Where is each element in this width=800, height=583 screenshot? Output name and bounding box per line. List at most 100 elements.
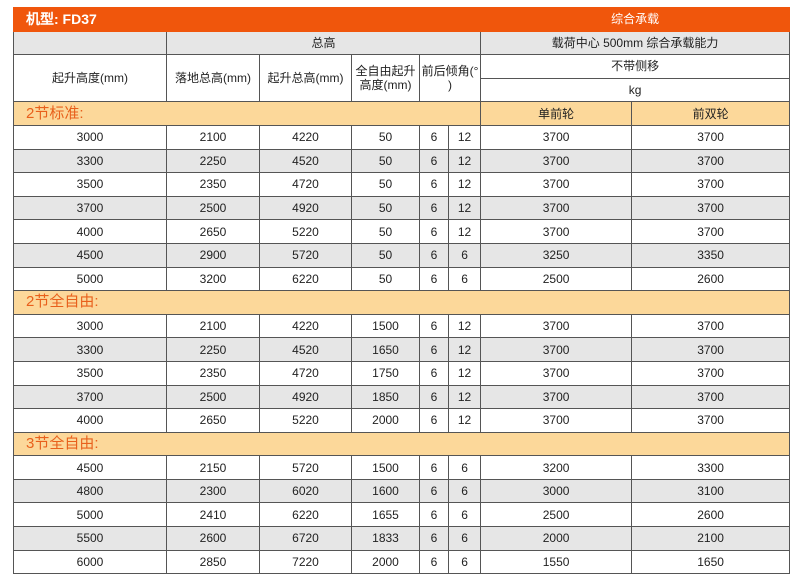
table-cell: 3350 — [631, 242, 791, 268]
table-cell: 4920 — [259, 195, 352, 221]
header-unit: kg — [480, 77, 791, 103]
table-cell: 4720 — [259, 360, 352, 386]
section-row: 2节标准: 单前轮 前双轮 — [12, 101, 791, 126]
title-row: 机型: FD37 综合承载 — [12, 7, 791, 32]
table-cell: 3200 — [480, 455, 633, 480]
table-cell: 2150 — [166, 455, 260, 480]
table-cell: 2500 — [480, 502, 633, 528]
table-cell: 1655 — [351, 502, 420, 528]
table-cell: 2100 — [631, 526, 791, 551]
table-cell: 1500 — [351, 313, 420, 339]
table-row: 4000 2650 5220 2000 6 12 3700 3700 — [13, 408, 791, 433]
table-cell: 6 — [419, 172, 449, 197]
table-cell: 3250 — [480, 242, 633, 268]
table-cell: 3000 — [480, 478, 633, 504]
table-cell: 5000 — [13, 502, 167, 528]
table-cell: 3700 — [631, 384, 791, 410]
table-cell: 6 — [447, 502, 482, 528]
table-cell: 3700 — [631, 313, 791, 339]
table-row: 3700 2500 4920 1850 6 12 3700 3700 — [13, 384, 791, 410]
table-cell: 2000 — [480, 526, 633, 551]
table-cell: 4500 — [13, 242, 167, 268]
table-cell: 6 — [419, 266, 449, 292]
table-row: 4500 2900 5720 50 6 6 3250 3350 — [13, 242, 791, 268]
table-cell: 5720 — [259, 242, 352, 268]
table-cell: 6 — [419, 148, 449, 174]
table-cell: 3300 — [13, 148, 167, 174]
table-row: 3000 2100 4220 50 6 12 3700 3700 — [13, 124, 791, 150]
table-row: 3500 2350 4720 1750 6 12 3700 3700 — [13, 360, 791, 386]
header-row: 起升高度(mm) 落地总高(mm) 起升总高(mm) 全自由起升高度(mm) 前… — [13, 54, 791, 103]
table-cell: 4720 — [259, 172, 352, 197]
table-cell: 12 — [447, 148, 482, 174]
table-cell: 4000 — [13, 219, 167, 244]
table-cell: 4520 — [259, 148, 352, 174]
table-cell: 5720 — [259, 455, 352, 480]
table-cell: 6 — [419, 360, 449, 386]
table-cell: 4220 — [259, 124, 352, 150]
table-cell: 6 — [447, 242, 482, 268]
table-cell: 6 — [419, 408, 449, 433]
table-cell: 5220 — [259, 408, 352, 433]
table-cell: 12 — [447, 172, 482, 197]
table-cell: 6 — [419, 455, 449, 480]
table-cell: 2900 — [166, 242, 260, 268]
table-cell: 3500 — [13, 360, 167, 386]
table-cell: 2650 — [166, 408, 260, 433]
table-cell: 3700 — [480, 219, 633, 244]
table-cell: 3700 — [480, 172, 633, 197]
table-cell: 3200 — [166, 266, 260, 292]
section-name: 2节标准: — [12, 101, 482, 126]
table-cell: 6 — [447, 478, 482, 504]
table-cell: 3700 — [480, 408, 633, 433]
table-cell: 6 — [419, 195, 449, 221]
table-cell: 3700 — [631, 337, 791, 362]
table-cell: 4500 — [13, 455, 167, 480]
table-cell: 2250 — [166, 148, 260, 174]
table-cell: 4920 — [259, 384, 352, 410]
table-cell: 6 — [447, 455, 482, 480]
table-cell: 2100 — [166, 313, 260, 339]
header-lowered-height: 落地总高(mm) — [166, 54, 260, 103]
table-cell: 12 — [447, 124, 482, 150]
table-cell: 6 — [419, 337, 449, 362]
table-cell: 3700 — [631, 408, 791, 433]
table-cell: 3700 — [480, 313, 633, 339]
table-cell: 6000 — [13, 549, 167, 575]
table-cell: 4220 — [259, 313, 352, 339]
table-cell: 12 — [447, 313, 482, 339]
section-row: 2节全自由: — [12, 290, 791, 315]
table-cell: 4520 — [259, 337, 352, 362]
table-cell: 3700 — [631, 148, 791, 174]
table-row: 4000 2650 5220 50 6 12 3700 3700 — [13, 219, 791, 244]
table-row: 3500 2350 4720 50 6 12 3700 3700 — [13, 172, 791, 197]
table-cell: 50 — [351, 195, 420, 221]
table-cell: 1833 — [351, 526, 420, 551]
table-cell: 3700 — [13, 384, 167, 410]
table-cell: 1650 — [351, 337, 420, 362]
table-cell: 12 — [447, 408, 482, 433]
table-cell: 2000 — [351, 408, 420, 433]
combined-load-title: 综合承载 — [480, 7, 791, 32]
table-row: 4800 2300 6020 1600 6 6 3000 3100 — [13, 478, 791, 504]
header-raised-height: 起升总高(mm) — [259, 54, 352, 103]
table-cell: 6 — [419, 242, 449, 268]
table-cell: 2600 — [166, 526, 260, 551]
spec-table: 机型: FD37 综合承载 总高 载荷中心 500mm 综合承载能力 起升高度(… — [12, 7, 791, 575]
header-free-lift: 全自由起升高度(mm) — [351, 54, 420, 103]
table-cell: 2250 — [166, 337, 260, 362]
table-cell: 2600 — [631, 266, 791, 292]
table-cell: 2850 — [166, 549, 260, 575]
table-cell: 2300 — [166, 478, 260, 504]
table-cell: 3300 — [13, 337, 167, 362]
table-cell: 1600 — [351, 478, 420, 504]
table-cell: 12 — [447, 337, 482, 362]
table-cell: 3700 — [480, 124, 633, 150]
table-cell: 2000 — [351, 549, 420, 575]
table-cell: 6 — [447, 549, 482, 575]
table-cell: 50 — [351, 219, 420, 244]
table-cell: 3300 — [631, 455, 791, 480]
table-row: 6000 2850 7220 2000 6 6 1550 1650 — [13, 549, 791, 575]
header-single-wheel: 单前轮 — [480, 101, 633, 126]
table-row: 5500 2600 6720 1833 6 6 2000 2100 — [13, 526, 791, 551]
